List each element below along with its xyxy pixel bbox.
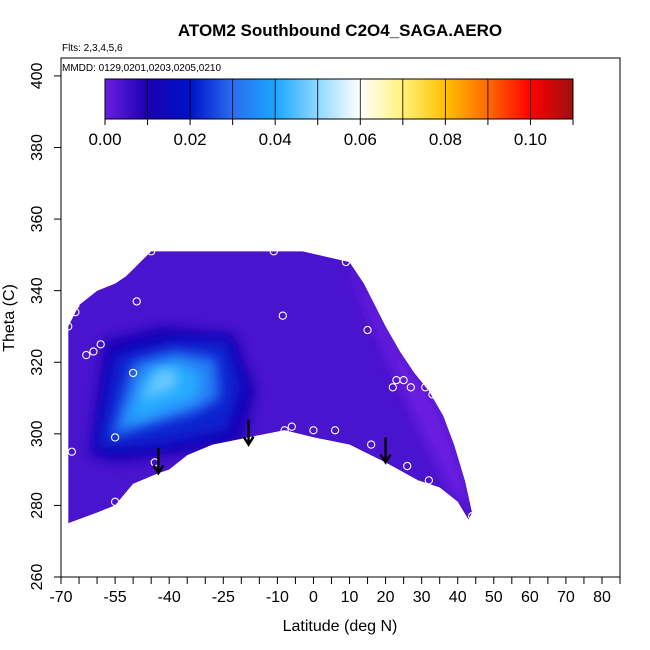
- field-feature-4: [140, 369, 177, 398]
- observation-point-30: [467, 512, 477, 521]
- observation-point-20: [363, 325, 372, 335]
- x-tick-label: 70: [557, 589, 575, 606]
- observation-point-13: [269, 247, 278, 256]
- arrow-1: [242, 419, 255, 447]
- arrow-head: [152, 464, 165, 476]
- observation-point-25: [403, 461, 412, 471]
- colorbar: 0.00 0.02 0.04 0.06 0.08 0.10: [88, 78, 574, 149]
- observation-point-18: [330, 426, 340, 435]
- observation-point-17: [309, 426, 318, 435]
- observation-point-11: [67, 447, 76, 456]
- arrow-head: [379, 453, 392, 465]
- observation-point-2: [71, 307, 80, 317]
- field-group: [68, 251, 473, 524]
- field-feature-5: [349, 262, 473, 513]
- observation-point-24: [399, 375, 408, 385]
- y-tick-label: 300: [29, 420, 46, 447]
- y-axis-title: Theta (C): [1, 284, 18, 352]
- observation-point-14: [278, 311, 287, 320]
- axes: -70 -55 -40 -25 -10 0 10 20 30 40 50 60 70 80 260 280 30…: [29, 57, 621, 606]
- observation-point-3: [82, 350, 91, 360]
- x-tick-label: 40: [449, 589, 467, 606]
- dates-note: MMDD: 0129,0201,0203,0205,0210: [62, 63, 221, 74]
- field-feature-3: [125, 362, 202, 424]
- y-tick-label: 280: [29, 492, 46, 519]
- colorbar-bar: [104, 78, 574, 120]
- observation-point-7: [132, 297, 141, 306]
- y-tick-label: 340: [29, 277, 46, 304]
- arrow-2: [379, 437, 392, 465]
- colorbar-tick-label: 0.02: [174, 130, 207, 149]
- plot-area: [64, 247, 477, 524]
- observation-point-19: [341, 257, 351, 267]
- observation-point-5: [96, 340, 105, 349]
- observation-point-16: [287, 422, 296, 431]
- x-tick-label: 80: [593, 589, 611, 606]
- observation-point-0: [64, 322, 73, 331]
- observation-point-29: [428, 390, 437, 399]
- observation-point-21: [367, 440, 376, 449]
- x-tick-label: 0: [309, 589, 318, 606]
- y-tick-label: 360: [29, 206, 46, 233]
- colorbar-tick-label: 0.00: [88, 130, 121, 149]
- y-tick-label: 320: [29, 349, 46, 376]
- x-tick-label: -25: [212, 589, 235, 606]
- observation-point-22: [388, 383, 397, 392]
- x-tick-label: -10: [266, 589, 289, 606]
- observation-point-10: [110, 497, 120, 506]
- y-tick-label: 400: [29, 62, 46, 89]
- chart-title: ATOM2 Southbound C2O4_SAGA.AERO: [178, 21, 502, 40]
- observation-point-6: [147, 247, 156, 256]
- arrow-0: [152, 448, 165, 476]
- x-tick-label: 60: [521, 589, 539, 606]
- observation-point-15: [280, 426, 289, 435]
- x-tick-label: 10: [341, 589, 359, 606]
- observation-point-8: [128, 368, 138, 378]
- observation-point-26: [406, 383, 415, 392]
- plot-frame: [60, 57, 621, 578]
- x-axis-title: Latitude (deg N): [283, 618, 398, 635]
- observation-point-4: [89, 347, 98, 356]
- colorbar-tick-label: 0.10: [514, 130, 547, 149]
- x-tick-label: 30: [413, 589, 431, 606]
- arrow-head: [242, 435, 255, 447]
- x-tick-label: -55: [104, 589, 127, 606]
- x-tick-label: 20: [377, 589, 395, 606]
- x-tick-label: -40: [158, 589, 181, 606]
- colorbar-tick-label: 0.06: [344, 130, 377, 149]
- y-tick-label: 380: [29, 134, 46, 161]
- observation-point-27: [421, 383, 430, 392]
- observation-point-9: [110, 433, 120, 442]
- observation-point-28: [424, 476, 434, 485]
- y-tick-label: 260: [29, 564, 46, 591]
- x-tick-label: -70: [49, 589, 72, 606]
- flights-note: Flts: 2,3,4,5,6: [62, 43, 123, 54]
- x-tick-label: 50: [485, 589, 503, 606]
- colorbar-tick-label: 0.08: [429, 130, 462, 149]
- colorbar-tick-label: 0.04: [259, 130, 292, 149]
- observation-point-1: [71, 300, 80, 310]
